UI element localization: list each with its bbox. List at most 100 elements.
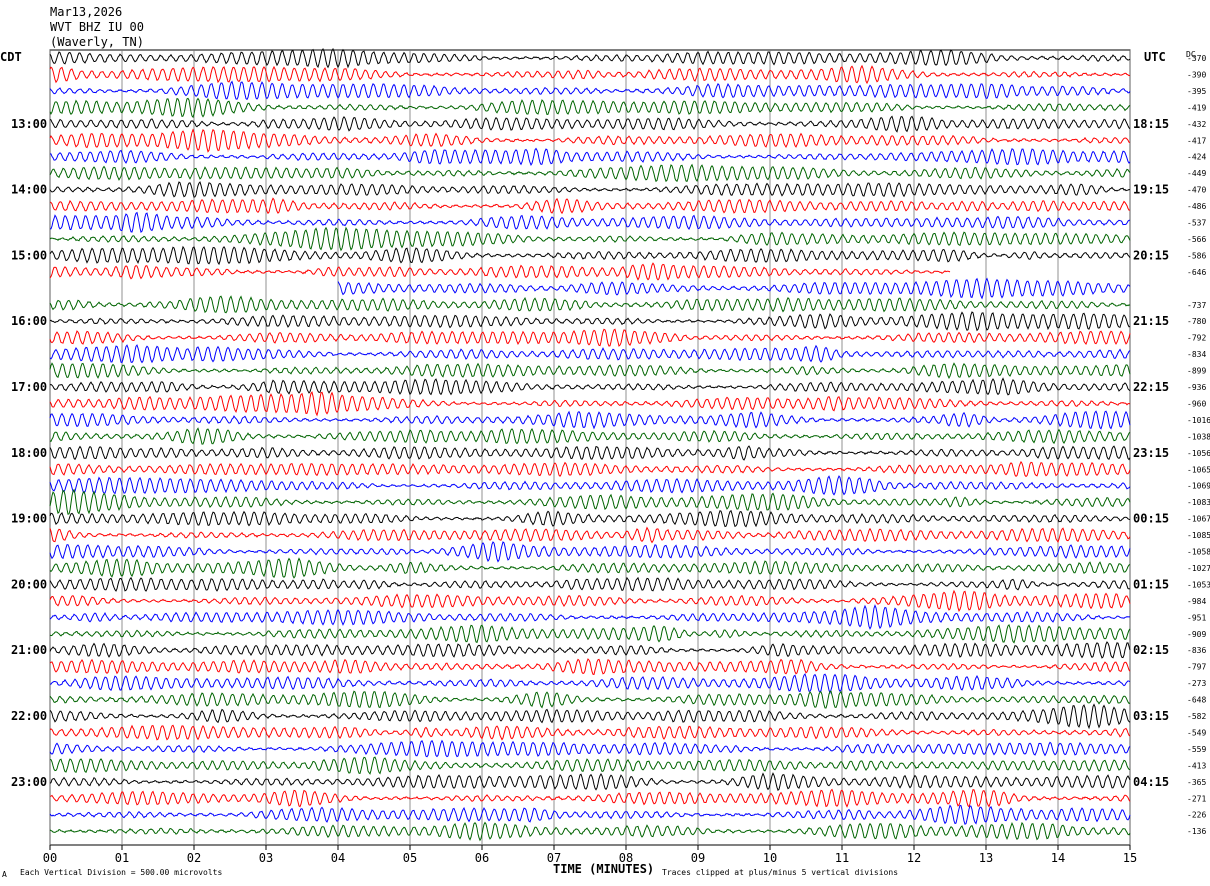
dc-offset-3: -419 [1187,103,1206,112]
trace-25 [49,460,1131,478]
dc-offset-23: -1038 [1187,432,1210,441]
dc-offset-43: -413 [1187,761,1206,770]
right-time-label-7: 01:15 [1133,577,1169,591]
trace-31 [49,557,1131,579]
header-location: (Waverly, TN) [50,35,144,49]
left-time-label-8: 21:00 [11,643,47,657]
dc-offset-9: -486 [1187,202,1206,211]
trace-12 [49,245,1131,266]
dc-offset-26: -1069 [1187,482,1210,491]
trace-41 [49,724,1131,741]
trace-20 [49,377,1131,396]
trace-32 [49,576,1131,592]
dc-offset-17: -792 [1187,334,1206,343]
left-time-label-2: 15:00 [11,248,47,262]
trace-19 [49,362,1131,379]
dc-offset-24: -1056 [1187,449,1210,458]
right-time-label-1: 19:15 [1133,183,1169,197]
dc-offset-46: -226 [1187,811,1206,820]
left-timezone-label: CDT [0,50,22,64]
dc-offset-28: -1067 [1187,515,1210,524]
x-tick-label-07: 07 [547,851,561,865]
dc-offset-20: -936 [1187,383,1206,392]
dc-offset-4: -432 [1187,120,1206,129]
dc-offset-0: -370 [1187,54,1206,63]
dc-offset-44: -365 [1187,778,1206,787]
x-tick-label-09: 09 [691,851,705,865]
dc-label: DC [1186,50,1196,59]
right-timezone-label: UTC [1144,50,1166,64]
x-tick-label-00: 00 [43,851,57,865]
dc-offset-12: -586 [1187,251,1206,260]
header-date: Mar13,2026 [50,5,123,19]
x-tick-label-01: 01 [115,851,129,865]
x-tick-label-02: 02 [187,851,201,865]
dc-offset-47: -136 [1187,827,1206,836]
dc-offset-8: -470 [1187,186,1206,195]
trace-37 [49,658,1131,675]
dc-offset-38: -273 [1187,679,1206,688]
dc-offset-6: -424 [1187,153,1206,162]
dc-offset-27: -1083 [1187,498,1210,507]
dc-offset-45: -271 [1187,794,1206,803]
trace-13 [49,262,951,281]
trace-24 [49,445,1131,461]
trace-9 [49,197,1131,215]
trace-0 [49,47,1131,69]
left-time-label-4: 17:00 [11,380,47,394]
trace-47 [49,821,1131,842]
trace-43 [49,756,1131,775]
trace-17 [49,328,1131,347]
dc-offset-16: -780 [1187,317,1206,326]
dc-offset-1: -390 [1187,70,1206,79]
dc-offset-15: -737 [1187,301,1206,310]
trace-34 [49,604,1131,630]
right-time-label-8: 02:15 [1133,643,1169,657]
dc-offset-35: -909 [1187,630,1206,639]
trace-29 [49,526,1131,544]
trace-22 [49,410,1131,430]
right-time-label-9: 03:15 [1133,709,1169,723]
dc-offset-19: -899 [1187,367,1206,376]
x-tick-label-04: 04 [331,851,345,865]
x-tick-label-03: 03 [259,851,273,865]
right-time-label-3: 21:15 [1133,314,1169,328]
dc-offset-42: -559 [1187,745,1206,754]
x-tick-label-15: 15 [1123,851,1137,865]
right-time-label-6: 00:15 [1133,512,1169,526]
dc-offset-29: -1085 [1187,531,1210,540]
trace-40 [49,703,1131,730]
trace-2 [49,80,1131,101]
x-tick-label-12: 12 [907,851,921,865]
dc-offset-2: -395 [1187,87,1206,96]
left-time-label-1: 14:00 [11,183,47,197]
x-axis-label: TIME (MINUTES) [553,862,655,876]
trace-44 [49,772,1131,792]
dc-offset-33: -984 [1187,597,1206,606]
trace-23 [49,427,1131,445]
trace-14 [337,277,1131,300]
x-tick-label-06: 06 [475,851,489,865]
trace-1 [49,64,1131,85]
trace-18 [49,344,1131,364]
dc-offset-21: -960 [1187,399,1206,408]
trace-33 [49,589,1131,612]
corner-mark: A [2,870,7,879]
right-time-label-0: 18:15 [1133,117,1169,131]
x-tick-label-13: 13 [979,851,993,865]
trace-6 [49,147,1131,166]
left-time-label-3: 16:00 [11,314,47,328]
trace-39 [49,690,1131,709]
trace-30 [49,541,1131,563]
trace-35 [49,623,1131,644]
dc-offset-41: -549 [1187,728,1206,737]
right-time-label-4: 22:15 [1133,380,1169,394]
trace-7 [49,163,1131,183]
trace-15 [49,295,1131,314]
dc-offset-13: -646 [1187,268,1206,277]
dc-offset-22: -1016 [1187,416,1210,425]
left-time-label-7: 20:00 [11,577,47,591]
right-time-label-2: 20:15 [1133,248,1169,262]
trace-36 [49,641,1131,659]
dc-offset-36: -836 [1187,646,1206,655]
